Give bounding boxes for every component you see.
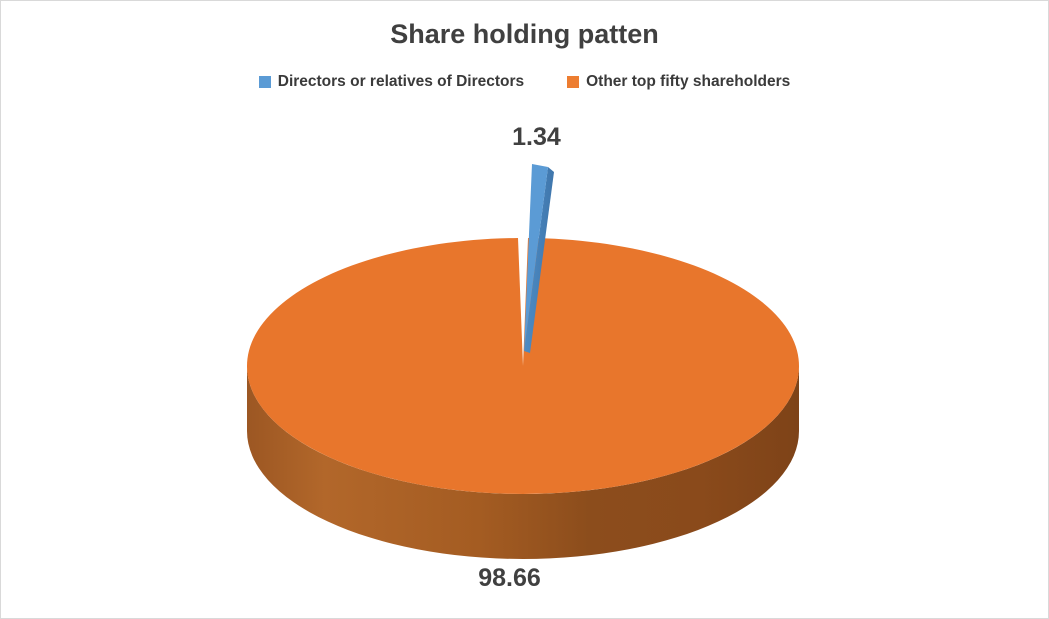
legend-item-label: Directors or relatives of Directors: [277, 73, 525, 90]
legend-item-other-shareholders[interactable]: Other top fifty shareholders: [567, 73, 790, 91]
square-swatch-icon: [567, 76, 580, 88]
legend-item-label: Other top fifty shareholders: [586, 73, 791, 90]
pie-slice-directors-side: [524, 167, 554, 353]
pie-slice-other-side: [247, 366, 799, 559]
legend-item-directors[interactable]: Directors or relatives of Directors: [258, 73, 525, 91]
pie-slice-directors-top: [524, 164, 548, 351]
chart-legend: Directors or relatives of Directors Othe…: [1, 73, 1048, 91]
square-swatch-icon: [258, 76, 271, 88]
data-label-other-shareholders: 98.66: [478, 564, 541, 592]
data-label-directors: 1.34: [512, 123, 561, 151]
chart-title: Share holding patten: [390, 19, 659, 49]
pie-slice-other-top: [247, 238, 799, 494]
